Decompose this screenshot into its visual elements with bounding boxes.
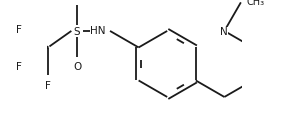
Text: HN: HN bbox=[90, 26, 106, 36]
Text: N: N bbox=[221, 27, 228, 37]
Text: F: F bbox=[16, 25, 22, 35]
Text: O: O bbox=[73, 62, 81, 72]
Text: CH₃: CH₃ bbox=[247, 0, 265, 7]
Text: S: S bbox=[74, 27, 80, 37]
Text: F: F bbox=[45, 81, 51, 91]
Text: F: F bbox=[16, 62, 22, 72]
Text: O: O bbox=[73, 0, 81, 1]
